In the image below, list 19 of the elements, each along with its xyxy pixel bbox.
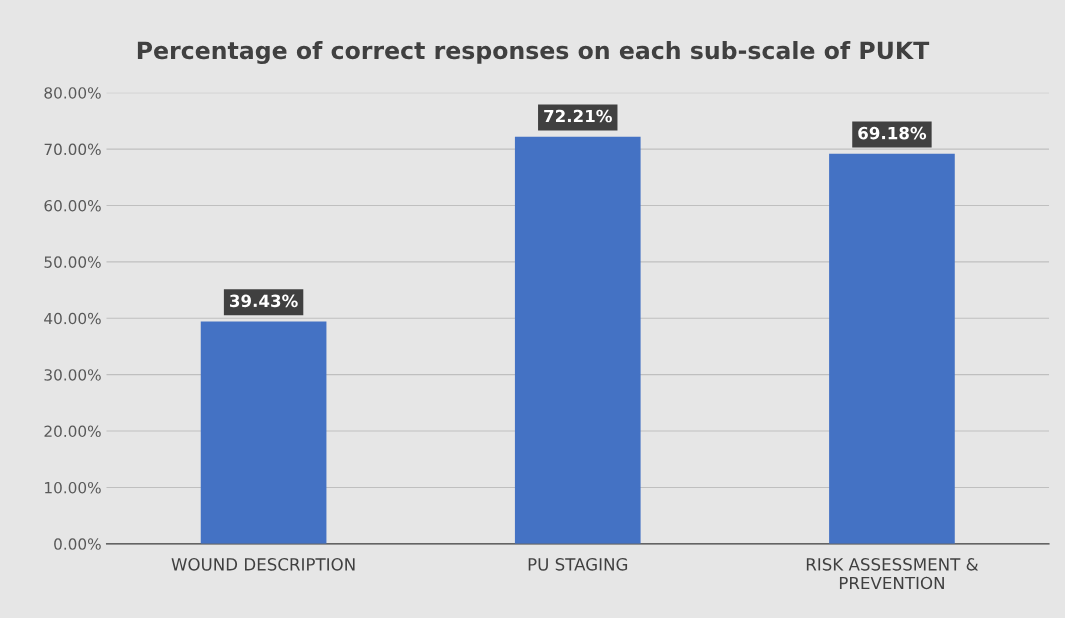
x-tick-label: PU STAGING [528,558,628,571]
bar [200,321,327,544]
y-tick-label: 40.00% [44,312,101,325]
y-tick-label: 60.00% [44,199,101,212]
x-tick-label: RISK ASSESSMENT & PREVENTION [806,558,979,590]
y-tick-label: 80.00% [44,87,101,99]
y-tick-label: 30.00% [44,369,101,381]
data-label: 72.21% [544,109,612,123]
y-tick-label: 70.00% [44,143,101,156]
x-tick-label: WOUND DESCRIPTION [171,558,355,571]
y-tick-label: 10.00% [45,481,101,494]
bar [514,136,641,544]
y-tick-label: 0.00% [54,538,101,550]
bar [829,153,955,544]
y-tick-label: 50.00% [44,256,101,268]
y-tick-label: 20.00% [44,425,101,438]
data-label: 39.43% [229,294,298,308]
data-label: 69.18% [858,126,927,140]
chart-title: Percentage of correct responses on each sub-scale of PUKT [137,41,930,65]
